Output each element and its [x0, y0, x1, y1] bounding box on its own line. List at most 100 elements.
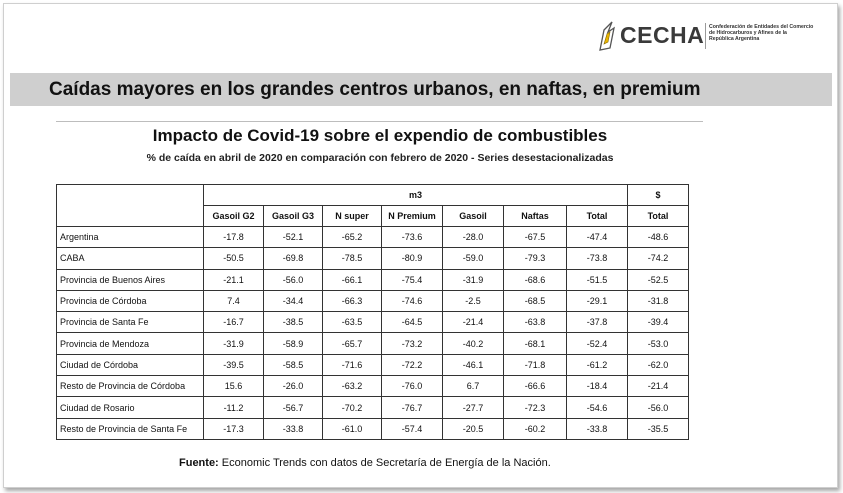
row-region-name: Provincia de Buenos Aires: [56, 268, 204, 291]
table-cell: -65.2: [322, 225, 382, 249]
table-cell: 15.6: [203, 375, 264, 398]
table-cell: -63.2: [322, 375, 382, 398]
logo-divider: [705, 23, 706, 49]
table-cell: -68.5: [503, 289, 567, 313]
table-cell: -72.3: [503, 396, 567, 419]
table-cell: -27.7: [442, 396, 504, 419]
table-cell: -80.9: [381, 247, 443, 270]
logo-wordmark: CECHA: [620, 22, 705, 48]
headline-text: Caídas mayores en los grandes centros ur…: [49, 79, 701, 100]
fuel-sales-table: m3 $ Gasoil G2 Gasoil G3 N super N Premi…: [56, 184, 689, 440]
row-region-name: Argentina: [56, 225, 204, 249]
table-cell: -26.0: [263, 375, 323, 398]
source-note: Fuente: Economic Trends con datos de Sec…: [179, 457, 551, 469]
table-cell: -78.5: [322, 247, 382, 270]
table-cell: -54.6: [566, 396, 628, 419]
table-cell: -62.0: [627, 353, 689, 377]
table-cell: -37.8: [566, 311, 628, 334]
table-cell: -61.0: [322, 417, 382, 440]
table-cell: -17.3: [203, 417, 264, 440]
row-region-name: Ciudad de Córdoba: [56, 353, 204, 377]
table-cell: -31.9: [442, 268, 504, 291]
table-cell: -68.1: [503, 332, 567, 355]
table-cell: -60.2: [503, 417, 567, 440]
table-cell: -70.2: [322, 396, 382, 419]
divider-line: [56, 121, 703, 122]
table-cell: -76.7: [381, 396, 443, 419]
source-label: Fuente:: [179, 457, 219, 469]
table-cell: -31.8: [627, 289, 689, 313]
table-cell: -47.4: [566, 225, 628, 249]
table-cell: -63.8: [503, 311, 567, 334]
flame-icon: [599, 21, 615, 51]
table-cell: -39.5: [203, 353, 264, 377]
table-cell: -66.1: [322, 268, 382, 291]
table-title: Impacto de Covid-19 sobre el expendio de…: [152, 126, 608, 145]
table-row: Provincia de Santa Fe -16.7 -38.5 -63.5 -64.…: [56, 311, 689, 334]
table-cell: -21.4: [627, 375, 689, 398]
table-cell: -53.0: [627, 332, 689, 355]
table-cell: -58.9: [263, 332, 323, 355]
table-cell: -20.5: [442, 417, 504, 440]
table-cell: -18.4: [566, 375, 628, 398]
table-cell: -11.2: [203, 396, 264, 419]
table-cell: -75.4: [381, 268, 443, 291]
table-cell: -73.2: [381, 332, 443, 355]
table-cell: -67.5: [503, 225, 567, 249]
table-cell: -52.5: [627, 268, 689, 291]
column-header: Gasoil: [442, 205, 504, 227]
table-cell: -48.6: [627, 225, 689, 249]
table-cell: -57.4: [381, 417, 443, 440]
row-region-name: Resto de Provincia de Córdoba: [56, 375, 204, 398]
table-cell: -29.1: [566, 289, 628, 313]
source-text: Economic Trends con datos de Secretaría …: [218, 457, 551, 469]
cecha-logo: CECHA Confederación de Entidades del Com…: [596, 16, 826, 56]
table-cell: -39.4: [627, 311, 689, 334]
column-header: N super: [322, 205, 382, 227]
group-header-m3: m3: [203, 184, 628, 206]
region-header-cell: [56, 184, 204, 227]
table-cell: -56.7: [263, 396, 323, 419]
column-header: Gasoil G3: [263, 205, 323, 227]
header-group-row: m3 $: [56, 184, 689, 227]
table-cell: -69.8: [263, 247, 323, 270]
row-region-name: Provincia de Santa Fe: [56, 311, 204, 334]
table-cell: -38.5: [263, 311, 323, 334]
table-cell: -33.8: [263, 417, 323, 440]
logo-subtitle: Confederación de Entidades del Comercio …: [709, 24, 814, 43]
table-cell: -31.9: [203, 332, 264, 355]
table-row: Resto de Provincia de Córdoba 15.6 -26.0 -6…: [56, 375, 689, 398]
table-subtitle: % de caída en abril de 2020 en comparaci…: [146, 152, 614, 164]
row-region-name: Provincia de Mendoza: [56, 332, 204, 355]
table-cell: -16.7: [203, 311, 264, 334]
table-cell: -33.8: [566, 417, 628, 440]
row-region-name: Ciudad de Rosario: [56, 396, 204, 419]
table-cell: -74.6: [381, 289, 443, 313]
table-row: Argentina -17.8 -52.1 -65.2 -73.6 -28.0 -67.5-…: [56, 225, 689, 249]
table-cell: -73.8: [566, 247, 628, 270]
table-cell: -2.5: [442, 289, 504, 313]
table-cell: -71.8: [503, 353, 567, 377]
table-cell: -74.2: [627, 247, 689, 270]
headline-banner: Caídas mayores en los grandes centros ur…: [10, 73, 832, 106]
table-cell: -65.7: [322, 332, 382, 355]
table-row: Provincia de Buenos Aires -21.1 -56.0 -66.1…: [56, 268, 689, 291]
table-cell: -64.5: [381, 311, 443, 334]
table-cell: 6.7: [442, 375, 504, 398]
table-cell: -73.6: [381, 225, 443, 249]
table-cell: -68.6: [503, 268, 567, 291]
table-cell: -61.2: [566, 353, 628, 377]
column-header: Total: [627, 205, 689, 227]
table-cell: -52.4: [566, 332, 628, 355]
table-cell: -76.0: [381, 375, 443, 398]
table-cell: -59.0: [442, 247, 504, 270]
table-cell: -66.3: [322, 289, 382, 313]
row-region-name: CABA: [56, 247, 204, 270]
group-header-money: $: [627, 184, 689, 206]
table-row: Ciudad de Rosario -11.2 -56.7 -70.2 -76.7 -27…: [56, 396, 689, 419]
table-cell: -63.5: [322, 311, 382, 334]
column-header: N Premium: [381, 205, 443, 227]
column-header: Total: [566, 205, 628, 227]
table-row: Provincia de Córdoba 7.4 -34.4 -66.3 -74.6 -2…: [56, 289, 689, 313]
table-cell: 7.4: [203, 289, 264, 313]
